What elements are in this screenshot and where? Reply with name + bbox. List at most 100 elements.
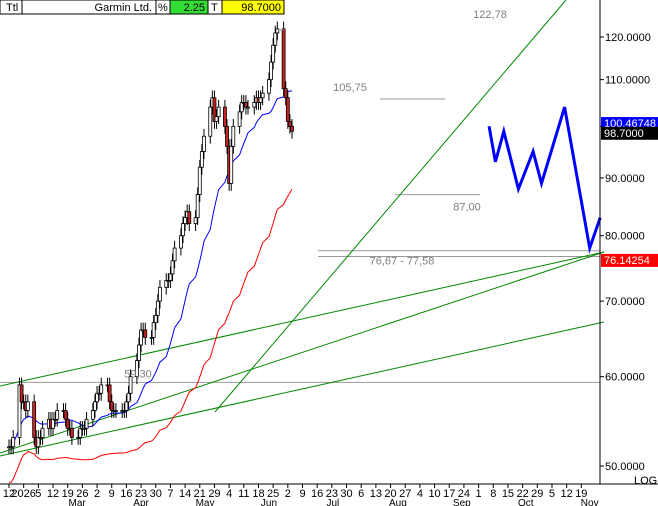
x-tick-label: 23 (326, 488, 338, 500)
symbol-name: Garmin Ltd. (95, 2, 152, 14)
x-tick-label: 2 (285, 488, 291, 500)
x-tick-label: 23 (135, 488, 147, 500)
y-tick-label: 120.0000 (605, 32, 651, 44)
price-candle (214, 116, 219, 122)
last-price-box (601, 126, 658, 140)
price-candle (281, 28, 286, 90)
trend-line-steep-uptrend (214, 0, 567, 413)
price-candle (32, 401, 37, 438)
x-tick-label: 9 (109, 488, 115, 500)
price-candle (290, 125, 294, 132)
price-candle (275, 28, 280, 34)
x-tick-label: 8 (490, 488, 496, 500)
price-candle (269, 61, 273, 81)
x-tick-label: 18 (252, 488, 264, 500)
price-candle (288, 121, 292, 127)
x-tick-label: 12 (561, 488, 573, 500)
month-label: Oct (518, 498, 534, 506)
price-annotation: 105,75 (333, 82, 367, 94)
price-candle (109, 401, 114, 411)
projected-price-path (487, 106, 602, 255)
price-candle (252, 102, 257, 108)
price-candle (267, 79, 271, 94)
price-candle (216, 106, 221, 118)
price-candle (128, 376, 133, 394)
price-candle (93, 401, 97, 411)
price-candle (223, 106, 227, 127)
price-candle (153, 314, 158, 323)
x-tick-label: 24 (458, 488, 470, 500)
price-candle (179, 235, 183, 249)
price-candle (243, 102, 248, 108)
price-annotation: 76,67 - 77,58 (370, 256, 435, 268)
x-tick-label: 2 (94, 488, 100, 500)
month-label: Nov (581, 498, 599, 506)
x-tick-label: 16 (311, 488, 323, 500)
price-candle (193, 217, 198, 224)
price-candle (231, 125, 236, 147)
x-tick-label: 4 (417, 488, 423, 500)
month-label: Apr (133, 498, 149, 506)
price-candle (246, 106, 250, 109)
t-symbol: T (211, 2, 218, 14)
x-tick-label: 12 (3, 488, 15, 500)
x-tick-label: 9 (299, 488, 305, 500)
x-tick-label: 1 (476, 488, 482, 500)
mode-label: Ttl (6, 2, 18, 14)
price-candle (225, 125, 229, 147)
price-annotation: 87,00 (453, 202, 481, 214)
price-candle (53, 418, 58, 421)
price-candle (155, 300, 160, 316)
price-candle (36, 437, 41, 448)
price-candle (164, 280, 169, 288)
price-candle (202, 135, 206, 152)
blue-ma-value: 100.46748 (604, 118, 656, 130)
trend-line-lower-channel-top (0, 251, 605, 387)
price-candle (271, 44, 276, 63)
x-tick-label: 25 (267, 488, 279, 500)
price-candle (172, 247, 177, 262)
log-scale-label[interactable]: LOG (634, 475, 657, 487)
price-candle (82, 427, 87, 430)
price-candle (99, 384, 104, 394)
trend-line-lower-channel-bottom (0, 321, 605, 457)
price-candle (63, 410, 68, 420)
x-tick-label: 26 (76, 488, 88, 500)
x-tick-label: 10 (428, 488, 440, 500)
price-candle (78, 427, 83, 438)
price-candle (25, 401, 30, 411)
month-label: Sep (453, 498, 471, 506)
price-candle (143, 329, 148, 338)
x-tick-label: 22 (517, 488, 529, 500)
x-tick-label: 2026 (11, 488, 35, 500)
price-candle (158, 286, 162, 302)
month-label: May (196, 498, 215, 506)
price-candle (11, 437, 16, 448)
x-tick-label: 12 (47, 488, 59, 500)
last-price-value: 98.7000 (241, 2, 281, 14)
price-candle (239, 102, 244, 113)
price-candle (285, 97, 290, 122)
x-tick-label: 19 (575, 488, 587, 500)
price-candle (9, 446, 13, 449)
header-bar: Ttl Garmin Ltd. % 2.25 T 98.7000 (0, 0, 285, 15)
price-candle (55, 410, 60, 420)
price-candle (139, 329, 143, 346)
price-candle (134, 360, 139, 378)
price-candle (273, 32, 278, 46)
price-candle (195, 194, 200, 219)
red-moving-average (9, 188, 293, 483)
x-tick-label: 16 (120, 488, 132, 500)
x-tick-label: 27 (399, 488, 411, 500)
trend-line-lower-support (0, 251, 605, 454)
price-candle (90, 410, 95, 420)
price-candle (51, 418, 55, 429)
price-annotation: 122,78 (473, 9, 507, 21)
price-candle (258, 97, 263, 103)
price-candle (126, 392, 131, 403)
month-label: Jun (261, 498, 277, 506)
x-tick-label: 29 (208, 488, 220, 500)
x-tick-label: 30 (150, 488, 162, 500)
